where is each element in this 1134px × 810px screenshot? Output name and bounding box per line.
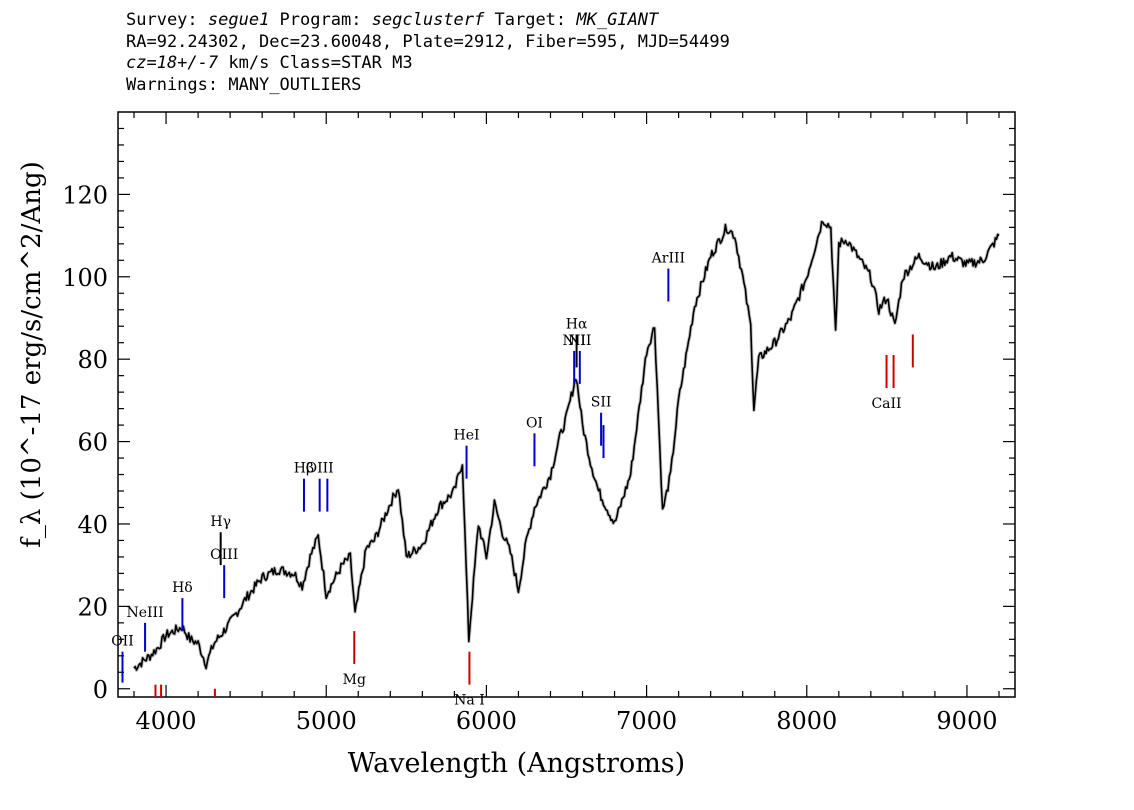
line-marker-label: SII xyxy=(591,395,612,411)
target-value: MK_GIANT xyxy=(576,10,659,30)
line-marker-label: OIII xyxy=(306,461,334,477)
line-marker-label: OI xyxy=(526,415,543,431)
x-tick-label: 7000 xyxy=(616,707,677,735)
y-tick-label: 80 xyxy=(77,346,108,374)
header-line-3: cz=18+/-7 km/s Class=STAR M3 xyxy=(126,53,413,73)
x-tick-label: 8000 xyxy=(776,707,837,735)
line-marker-label: ArIII xyxy=(651,251,685,267)
survey-value: segue1 xyxy=(207,10,270,30)
line-marker-label: Hδ xyxy=(172,580,193,596)
y-tick-label: 20 xyxy=(77,593,108,621)
x-axis-label: Wavelength (Angstroms) xyxy=(348,748,685,779)
line-marker-label: NII xyxy=(563,333,586,349)
line-marker-label: Hβ xyxy=(294,461,314,477)
line-marker-label: Hα xyxy=(566,316,588,332)
spectrum-line xyxy=(133,220,1000,671)
header-line-2: RA=92.24302, Dec=23.60048, Plate=2912, F… xyxy=(126,31,730,52)
x-tick-label: 5000 xyxy=(296,707,357,735)
plot-area: OIINeIIIHδHγOIIIHβOIIIHeIOINIIHαNIISIIAr… xyxy=(111,111,1016,709)
x-tick-label: 9000 xyxy=(936,707,997,735)
line-marker-label: OIII xyxy=(210,547,238,563)
line-marker-label: CaII xyxy=(871,396,901,412)
spectrum-error-band xyxy=(132,219,1001,672)
line-marker-label: NII xyxy=(568,333,591,349)
y-tick-label: 60 xyxy=(77,429,108,457)
y-tick-label: 0 xyxy=(93,676,108,704)
y-tick-label: 40 xyxy=(77,511,108,539)
x-tick-label: 6000 xyxy=(456,707,517,735)
y-axis-label: f_λ (10^-17 erg/s/cm^2/Ang) xyxy=(17,161,47,547)
line-marker-label: Na I xyxy=(454,693,485,709)
y-tick-label: 120 xyxy=(62,181,108,209)
header-line-1: Survey: segue1 Program: segclusterf Targ… xyxy=(126,10,659,30)
line-marker-label: Hγ xyxy=(210,514,231,530)
y-tick-label: 100 xyxy=(62,264,108,292)
line-marker-label: HeI xyxy=(454,428,480,444)
header-line-4: Warnings: MANY_OUTLIERS xyxy=(126,74,362,95)
x-tick-label: 4000 xyxy=(136,707,197,735)
program-value: segclusterf xyxy=(371,10,485,30)
line-marker-label: OII xyxy=(111,634,134,650)
chart-header: Survey: segue1 Program: segclusterf Targ… xyxy=(126,10,730,96)
line-marker-label: NeIII xyxy=(126,605,163,621)
plot-frame xyxy=(117,111,1016,698)
line-marker-label: Mg xyxy=(343,672,366,688)
